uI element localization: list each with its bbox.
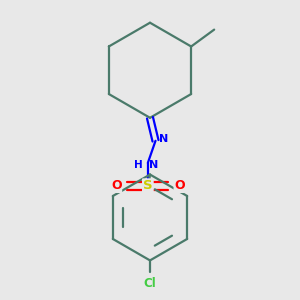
Text: N: N [149, 160, 158, 170]
Text: N: N [159, 134, 169, 144]
Text: O: O [111, 179, 122, 192]
Text: O: O [174, 179, 185, 192]
Text: Cl: Cl [144, 277, 156, 290]
Text: H: H [134, 160, 142, 170]
Text: S: S [143, 179, 153, 192]
